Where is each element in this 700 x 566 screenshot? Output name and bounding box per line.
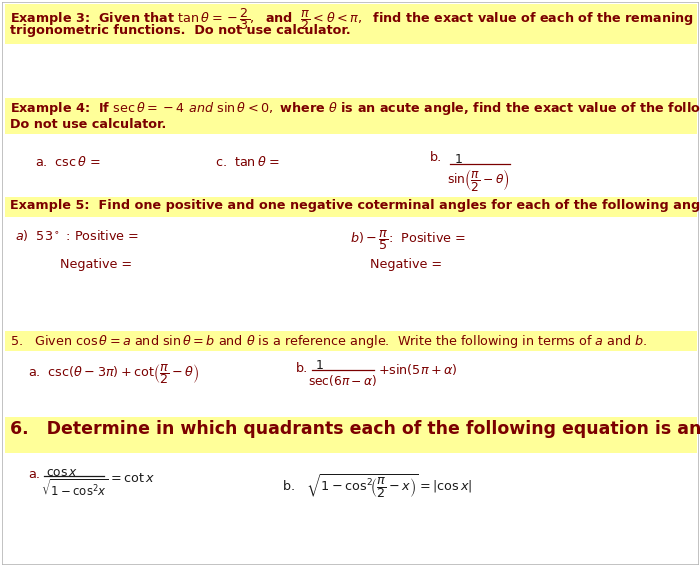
Text: b.: b. — [430, 151, 442, 164]
Text: $= \cot x$: $= \cot x$ — [108, 472, 155, 485]
Text: 5.   Given $\cos\theta = a$ and $\sin\theta = b$ and $\theta$ is a reference ang: 5. Given $\cos\theta = a$ and $\sin\thet… — [10, 333, 648, 350]
Text: a.  $\csc(\theta - 3\pi) + \cot\!\left(\dfrac{\pi}{2} - \theta\right)$: a. $\csc(\theta - 3\pi) + \cot\!\left(\d… — [28, 362, 199, 386]
Text: 1: 1 — [455, 153, 463, 166]
Text: 6.   Determine in which quadrants each of the following equation is an identity: 6. Determine in which quadrants each of … — [10, 420, 700, 438]
Text: c.  $\tan\theta$ =: c. $\tan\theta$ = — [215, 155, 281, 169]
Text: trigonometric functions.  Do not use calculator.: trigonometric functions. Do not use calc… — [10, 24, 351, 37]
Text: a.  $\csc\theta$ =: a. $\csc\theta$ = — [35, 155, 101, 169]
Text: Example 3:  Given that $\tan\theta = -\dfrac{2}{3},$  and  $\dfrac{\pi}{2} < \th: Example 3: Given that $\tan\theta = -\df… — [10, 6, 694, 32]
Text: Example 5:  Find one positive and one negative coterminal angles for each of the: Example 5: Find one positive and one neg… — [10, 199, 700, 212]
Bar — [5, 331, 697, 351]
Text: $\sec(6\pi - \alpha)$: $\sec(6\pi - \alpha)$ — [308, 373, 377, 388]
Text: Negative =: Negative = — [60, 258, 132, 271]
Text: Example 4:  If $\sec\theta = -4$ $\mathit{and}$ $\sin\theta < 0,$ where $\theta$: Example 4: If $\sec\theta = -4$ $\mathit… — [10, 100, 700, 117]
Bar — [5, 98, 697, 134]
Text: b.   $\sqrt{1 - \cos^2\!\!\left(\dfrac{\pi}{2} - x\right)} = |\cos x|$: b. $\sqrt{1 - \cos^2\!\!\left(\dfrac{\pi… — [282, 472, 472, 500]
Text: b.: b. — [296, 362, 308, 375]
Text: $b) -\dfrac{\pi}{5}$:  Positive =: $b) -\dfrac{\pi}{5}$: Positive = — [350, 228, 466, 252]
Text: $\cos x$: $\cos x$ — [46, 466, 78, 479]
Text: a.: a. — [28, 468, 40, 481]
Text: $+ \sin(5\pi + \alpha)$: $+ \sin(5\pi + \alpha)$ — [378, 362, 458, 377]
Bar — [5, 197, 697, 217]
Text: Do not use calculator.: Do not use calculator. — [10, 118, 167, 131]
Text: 1: 1 — [316, 359, 324, 372]
Bar — [5, 4, 697, 44]
Text: Negative =: Negative = — [370, 258, 442, 271]
Text: $\sqrt{1 - \cos^2\!x}$: $\sqrt{1 - \cos^2\!x}$ — [41, 479, 108, 500]
Bar — [5, 417, 697, 453]
Text: $\sin\!\left(\dfrac{\pi}{2} - \theta\right)$: $\sin\!\left(\dfrac{\pi}{2} - \theta\rig… — [447, 167, 510, 193]
Text: $a)$  $53^\circ$ : Positive =: $a)$ $53^\circ$ : Positive = — [15, 228, 139, 243]
